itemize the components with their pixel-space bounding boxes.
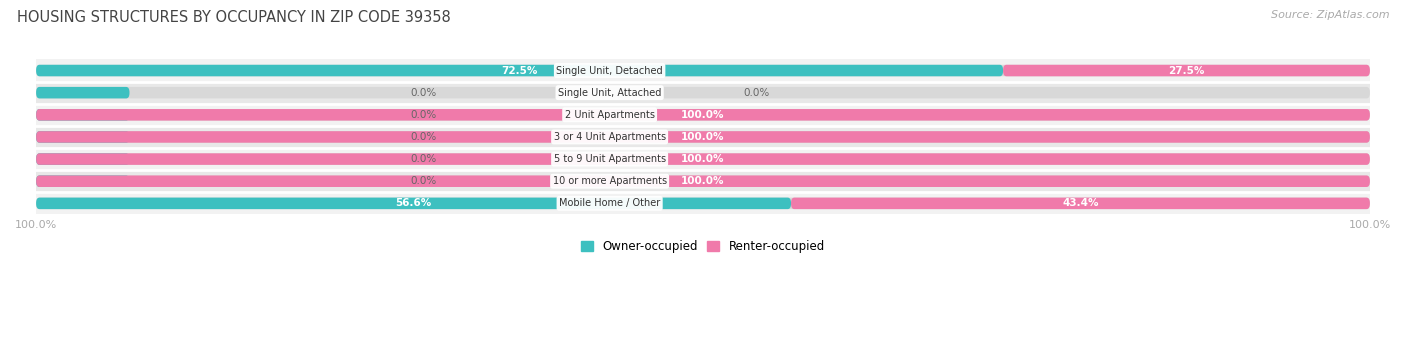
Text: 0.0%: 0.0% — [411, 88, 436, 98]
FancyBboxPatch shape — [37, 87, 129, 98]
FancyBboxPatch shape — [37, 65, 1002, 76]
Text: 3 or 4 Unit Apartments: 3 or 4 Unit Apartments — [554, 132, 665, 142]
Text: HOUSING STRUCTURES BY OCCUPANCY IN ZIP CODE 39358: HOUSING STRUCTURES BY OCCUPANCY IN ZIP C… — [17, 10, 450, 25]
Text: 0.0%: 0.0% — [411, 110, 436, 120]
Legend: Owner-occupied, Renter-occupied: Owner-occupied, Renter-occupied — [576, 236, 830, 258]
FancyBboxPatch shape — [37, 153, 129, 165]
Text: 0.0%: 0.0% — [411, 132, 436, 142]
FancyBboxPatch shape — [1002, 65, 1369, 76]
Text: 72.5%: 72.5% — [502, 66, 538, 76]
FancyBboxPatch shape — [37, 65, 1369, 76]
Text: Single Unit, Detached: Single Unit, Detached — [557, 66, 664, 76]
Text: 0.0%: 0.0% — [742, 88, 769, 98]
FancyBboxPatch shape — [792, 198, 1369, 209]
Text: 5 to 9 Unit Apartments: 5 to 9 Unit Apartments — [554, 154, 665, 164]
FancyBboxPatch shape — [37, 109, 1369, 121]
Text: 27.5%: 27.5% — [1168, 66, 1205, 76]
FancyBboxPatch shape — [37, 109, 129, 121]
Bar — [37, 126, 1369, 148]
Bar — [37, 192, 1369, 214]
FancyBboxPatch shape — [37, 131, 129, 143]
FancyBboxPatch shape — [37, 198, 1369, 209]
Text: Single Unit, Attached: Single Unit, Attached — [558, 88, 661, 98]
FancyBboxPatch shape — [37, 109, 1369, 121]
FancyBboxPatch shape — [37, 153, 1369, 165]
Text: 2 Unit Apartments: 2 Unit Apartments — [565, 110, 655, 120]
Bar — [37, 82, 1369, 104]
Text: 0.0%: 0.0% — [411, 176, 436, 186]
FancyBboxPatch shape — [37, 131, 1369, 143]
Text: 100.0%: 100.0% — [682, 176, 724, 186]
Text: 56.6%: 56.6% — [395, 198, 432, 208]
FancyBboxPatch shape — [37, 131, 1369, 143]
FancyBboxPatch shape — [37, 153, 1369, 165]
FancyBboxPatch shape — [37, 198, 792, 209]
Text: 100.0%: 100.0% — [682, 132, 724, 142]
Text: Mobile Home / Other: Mobile Home / Other — [560, 198, 661, 208]
FancyBboxPatch shape — [37, 175, 1369, 187]
Bar — [37, 60, 1369, 82]
Bar — [37, 148, 1369, 170]
Text: 43.4%: 43.4% — [1062, 198, 1098, 208]
FancyBboxPatch shape — [37, 87, 1369, 98]
Text: Source: ZipAtlas.com: Source: ZipAtlas.com — [1271, 10, 1389, 20]
FancyBboxPatch shape — [37, 175, 129, 187]
Text: 0.0%: 0.0% — [411, 154, 436, 164]
Text: 10 or more Apartments: 10 or more Apartments — [553, 176, 666, 186]
Bar — [37, 104, 1369, 126]
Text: 100.0%: 100.0% — [682, 154, 724, 164]
Bar — [37, 170, 1369, 192]
Text: 100.0%: 100.0% — [682, 110, 724, 120]
FancyBboxPatch shape — [37, 175, 1369, 187]
